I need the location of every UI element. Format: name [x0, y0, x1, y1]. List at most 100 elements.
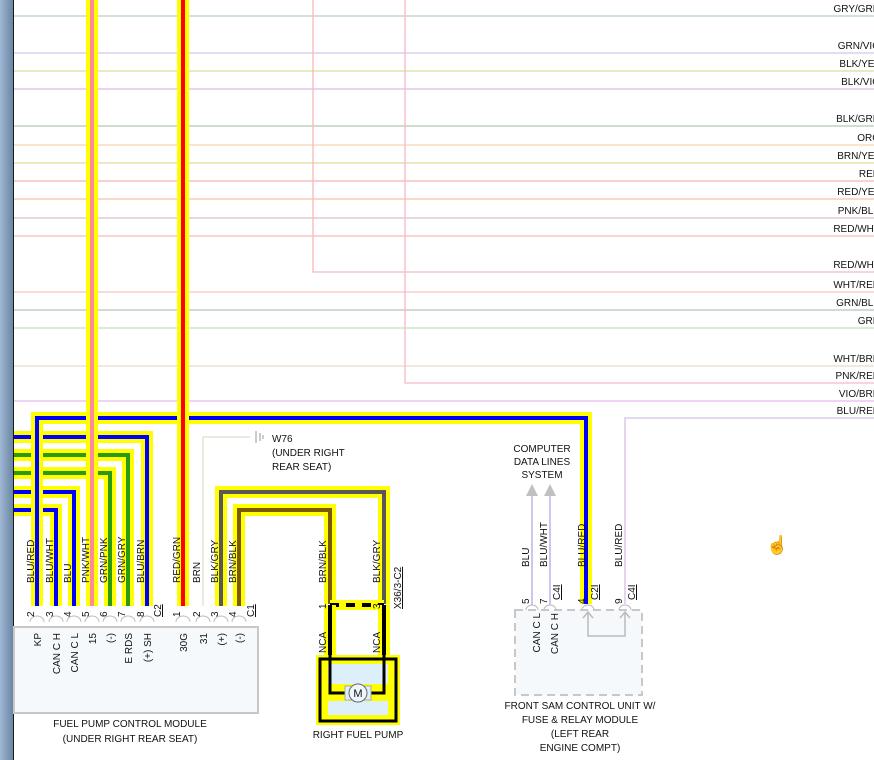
wire-label: BLU/WHT	[45, 538, 56, 583]
pin-number: 3	[372, 603, 383, 609]
hand-pointer-icon: ☝	[766, 535, 789, 555]
wire-label: GRN/GRY	[117, 536, 128, 583]
internal-splice	[582, 610, 631, 637]
wire-label: BLU	[63, 564, 74, 583]
wire-label: PNK/WHT	[81, 537, 92, 583]
pin-socket	[48, 615, 64, 623]
wire-brn	[202, 436, 250, 606]
pump-wires	[328, 655, 386, 695]
reference-label: COMPUTER	[513, 444, 570, 455]
pin-number: 2	[192, 611, 203, 617]
wire-label: GRN/PNK	[99, 537, 110, 583]
wire-label: BLU/RED	[614, 524, 625, 567]
pin-socket	[29, 615, 45, 623]
pin-socket	[618, 604, 632, 611]
harness-wire-label: RED	[859, 169, 874, 180]
wire-label: BRN	[192, 562, 203, 583]
pin-function-label: KP	[33, 633, 44, 647]
wire-brn-blk	[237, 508, 332, 606]
pin-number: 1	[172, 611, 183, 617]
harness-wire-label: GRY/GRN	[834, 4, 874, 15]
pin-socket	[213, 615, 229, 623]
harness-wire-label: PNK/RED	[836, 371, 874, 382]
pin-number: 3	[210, 611, 221, 617]
pin-number: 7	[117, 611, 128, 617]
module-location: (LEFT REAR	[551, 729, 609, 740]
wire-label: BLK/GRY	[210, 540, 221, 583]
pin-number: 3	[45, 611, 56, 617]
pin-function-label: (+)	[217, 633, 228, 646]
wire-label: BLU/RED	[26, 540, 37, 583]
module-location: ENGINE COMPT)	[540, 743, 621, 754]
ground-location: REAR SEAT)	[272, 462, 331, 473]
wire-label: BLU/RED	[577, 524, 588, 567]
harness-wire-label: RED/YEL	[837, 187, 874, 198]
pin-function-label: CAN C H	[52, 633, 63, 674]
pin-socket	[581, 604, 595, 611]
arrow-up-icon	[544, 484, 556, 496]
motor-symbol-label: M	[353, 688, 362, 700]
connector-id: X36/3-C2	[393, 566, 404, 609]
wire-label: BLU/WHT	[539, 522, 550, 567]
pump-fill	[328, 701, 388, 715]
pin-number: 5	[521, 598, 532, 604]
module-title: FUEL PUMP CONTROL MODULE	[53, 719, 207, 730]
harness-wire-label: BLK/GRN	[836, 114, 874, 125]
pin-number: 4	[228, 611, 239, 617]
nca-label: NCA	[372, 632, 383, 653]
pin-function-label: CAN C L	[532, 613, 543, 653]
wire-label: BRN/BLK	[228, 540, 239, 583]
pin-number: 2	[26, 611, 37, 617]
harness-wire-label: WHT/BRN	[833, 354, 874, 365]
arrow-up-icon	[526, 484, 538, 496]
connector-id-c1: C1	[246, 604, 257, 617]
fuel-pump-control-module-box	[13, 626, 259, 714]
harness-wire-pnk-red	[404, 0, 874, 384]
pin-function-label: E RDS	[124, 633, 135, 664]
harness-wire-label: RED/WHT	[833, 260, 874, 271]
harness-wire-label: GRN	[858, 316, 874, 327]
wire-label: BRN/BLK	[318, 540, 329, 583]
window-left-border	[0, 0, 14, 760]
motor-icon	[348, 683, 368, 703]
pin-socket	[195, 615, 211, 623]
pin-socket	[120, 615, 136, 623]
front-sam-module-box	[514, 609, 643, 696]
wire-blk-gry	[219, 490, 386, 606]
pin-number: 4	[63, 611, 74, 617]
ground-id: W76	[272, 434, 293, 445]
wire-brn-blk-highlight	[233, 504, 336, 606]
pin-socket	[231, 615, 247, 623]
pump-outer-box	[318, 657, 398, 723]
pin-function-label: 31	[199, 633, 210, 645]
harness-wire-label: RED/WHT	[833, 224, 874, 235]
wire-label: BLU	[521, 548, 532, 567]
harness-wire-label: BLU/RED	[837, 406, 874, 417]
pin-function-label: (-)	[106, 633, 117, 643]
reference-label: DATA LINES	[514, 457, 571, 468]
harness-wire-red-wht	[312, 0, 874, 273]
pin-function-label: (+) SH	[143, 633, 154, 662]
pin-number: 7	[539, 598, 550, 604]
ground-location: (UNDER RIGHT	[272, 448, 345, 459]
pin-socket	[525, 604, 539, 611]
pin-socket	[66, 615, 82, 623]
connector-id: C2I	[590, 584, 601, 600]
wire-blu-brn	[14, 435, 149, 606]
module-location: (UNDER RIGHT REAR SEAT)	[63, 734, 198, 745]
pin-number: 8	[136, 611, 147, 617]
pin-socket	[543, 604, 557, 611]
harness-wire-label: BLK/VIO	[841, 77, 874, 88]
harness-wire-label: ORG	[857, 133, 874, 144]
reference-label: SYSTEM	[521, 470, 562, 481]
pin-number: 6	[99, 611, 110, 617]
pin-socket	[175, 615, 191, 623]
component-title: RIGHT FUEL PUMP	[313, 730, 404, 741]
harness-wire-blu-red	[624, 417, 874, 604]
wire-label: BLK/GRY	[372, 540, 383, 583]
harness-wire-label: WHT/RED	[833, 280, 874, 291]
connector-id: C4I	[627, 584, 638, 600]
nca-label: NCA	[318, 632, 329, 653]
harness-wire-label: GRN/VIO	[838, 41, 874, 52]
